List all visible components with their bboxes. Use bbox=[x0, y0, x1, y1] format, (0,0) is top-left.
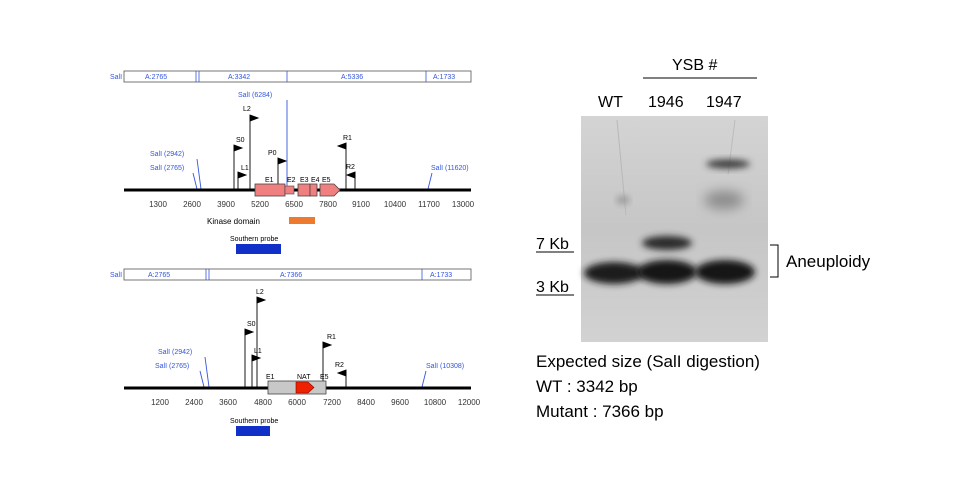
wt-tick-5: 6500 bbox=[285, 200, 303, 209]
aneuploidy-label: Aneuploidy bbox=[786, 252, 871, 271]
band-1947-aneuploid bbox=[706, 159, 750, 169]
wt-primer-r1: R1 bbox=[343, 135, 352, 142]
band-1946-3kb bbox=[637, 260, 697, 284]
wt-tick-2: 2600 bbox=[183, 200, 201, 209]
mut-primer-l2: L2 bbox=[256, 289, 264, 296]
mut-tick-5: 6000 bbox=[288, 398, 306, 407]
wt-kinase-bar bbox=[289, 217, 315, 224]
mut-nat-label: NAT bbox=[297, 374, 311, 381]
mut-fragment-2: A:7366 bbox=[280, 272, 302, 279]
wt-primers bbox=[233, 114, 356, 189]
wt-fragment-2: A:3342 bbox=[228, 74, 250, 81]
wt-exon-e1 bbox=[254, 183, 286, 197]
mut-primer-l1: L1 bbox=[254, 348, 262, 355]
caption-line-2: WT : 3342 bp bbox=[536, 377, 638, 396]
blot-lane-wt: WT bbox=[598, 94, 623, 111]
southern-blot: YSB # WT 1946 1947 7 Kb 3 Kb Aneuploidy … bbox=[536, 57, 871, 421]
mut-tick-4: 4800 bbox=[254, 398, 272, 407]
mut-map-left-label: SalI bbox=[110, 272, 122, 279]
mutant-locus: SalI A:2765 A:7366 A:1733 SalI (2942) Sa… bbox=[110, 268, 481, 436]
marker-3kb: 3 Kb bbox=[536, 279, 569, 296]
wt-tick-10: 13000 bbox=[452, 200, 475, 209]
band-wt-3kb bbox=[584, 262, 644, 284]
wt-primer-l2: L2 bbox=[243, 106, 251, 113]
mut-tick-3: 3600 bbox=[219, 398, 237, 407]
wt-primer-l1: L1 bbox=[241, 165, 249, 172]
mut-fragment-3: A:1733 bbox=[430, 272, 452, 279]
caption-line-3: Mutant : 7366 bp bbox=[536, 402, 664, 421]
mut-tick-7: 8400 bbox=[357, 398, 375, 407]
mut-tick-8: 9600 bbox=[391, 398, 409, 407]
wt-fragment-4: A:1733 bbox=[433, 74, 455, 81]
wt-exon-e2-label: E2 bbox=[287, 177, 296, 184]
mut-exon-e1-label: E1 bbox=[266, 374, 275, 381]
aneuploidy-bracket bbox=[770, 244, 779, 278]
mut-probe-bar bbox=[236, 426, 270, 436]
mut-map-bar bbox=[123, 268, 472, 281]
mut-primer-s0: S0 bbox=[247, 321, 256, 328]
mut-primers bbox=[244, 296, 347, 387]
blot-lane-1946: 1946 bbox=[648, 94, 684, 111]
mut-site-2765: SalI (2765) bbox=[155, 363, 189, 370]
mut-exon-e5-label: E5 bbox=[320, 374, 329, 381]
marker-7kb: 7 Kb bbox=[536, 236, 569, 253]
wt-tick-7: 9100 bbox=[352, 200, 370, 209]
mut-site-10308: SalI (10308) bbox=[426, 363, 464, 370]
wt-fragment-3: A:5336 bbox=[341, 74, 363, 81]
wt-probe-bar bbox=[236, 244, 281, 254]
wt-site-2942: SalI (2942) bbox=[150, 151, 184, 158]
mut-primer-r1: R1 bbox=[327, 334, 336, 341]
mut-primer-r2: R2 bbox=[335, 362, 344, 369]
mut-tick-9: 10800 bbox=[424, 398, 447, 407]
mut-site-2942: SalI (2942) bbox=[158, 349, 192, 356]
wt-primer-r2: R2 bbox=[346, 164, 355, 171]
wt-exon-e5-label: E5 bbox=[322, 177, 331, 184]
mut-nat-arrow bbox=[295, 381, 315, 394]
mut-tick-1: 1200 bbox=[151, 398, 169, 407]
wt-kinase-label: Kinase domain bbox=[207, 217, 260, 226]
wt-primer-p0: P0 bbox=[268, 150, 277, 157]
wt-map-left-label: SalI bbox=[110, 74, 122, 81]
wt-site-2765: SalI (2765) bbox=[150, 165, 184, 172]
wt-tick-6: 7800 bbox=[319, 200, 337, 209]
wt-site-6284: SalI (6284) bbox=[238, 92, 272, 99]
smear-wt bbox=[616, 196, 630, 204]
wt-axis: 1300 2600 3900 5200 6500 7800 9100 10400… bbox=[149, 200, 475, 209]
band-1946-7kb bbox=[642, 236, 692, 250]
wt-tick-4: 5200 bbox=[251, 200, 269, 209]
smear-1947 bbox=[704, 191, 744, 209]
blot-membrane bbox=[581, 116, 768, 342]
wt-exon-e5 bbox=[319, 183, 341, 197]
wt-map-bar bbox=[123, 70, 472, 83]
wt-primer-s0: S0 bbox=[236, 137, 245, 144]
wt-exon-e1-label: E1 bbox=[265, 177, 274, 184]
caption-line-1: Expected size (SalI digestion) bbox=[536, 352, 760, 371]
mut-tick-10: 12000 bbox=[458, 398, 481, 407]
wt-exon-e3-label: E3 bbox=[300, 177, 309, 184]
wt-tick-3: 3900 bbox=[217, 200, 235, 209]
blot-lane-1947: 1947 bbox=[706, 94, 742, 111]
mut-tick-6: 7200 bbox=[323, 398, 341, 407]
blot-group-label: YSB # bbox=[672, 57, 717, 74]
wt-tick-8: 10400 bbox=[384, 200, 407, 209]
mut-axis: 1200 2400 3600 4800 6000 7200 8400 9600 … bbox=[151, 398, 481, 407]
mut-probe-label: Southern probe bbox=[230, 418, 278, 425]
wt-tick-9: 11700 bbox=[418, 200, 440, 209]
wt-fragment-1: A:2765 bbox=[145, 74, 167, 81]
wt-exon-e4 bbox=[309, 183, 318, 197]
wt-tick-1: 1300 bbox=[149, 200, 167, 209]
mut-tick-2: 2400 bbox=[185, 398, 203, 407]
wt-exon-e4-label: E4 bbox=[311, 177, 320, 184]
mut-fragment-1: A:2765 bbox=[148, 272, 170, 279]
wt-exon-e2 bbox=[284, 185, 295, 195]
wt-locus: SalI A:2765 A:3342 A:5336 A:1733 SalI (6… bbox=[110, 70, 475, 254]
wt-probe-label: Southern probe bbox=[230, 236, 278, 243]
band-1947-3kb bbox=[695, 260, 755, 284]
wt-site-11620: SalI (11620) bbox=[431, 165, 469, 172]
wt-exon-e3 bbox=[297, 183, 311, 197]
